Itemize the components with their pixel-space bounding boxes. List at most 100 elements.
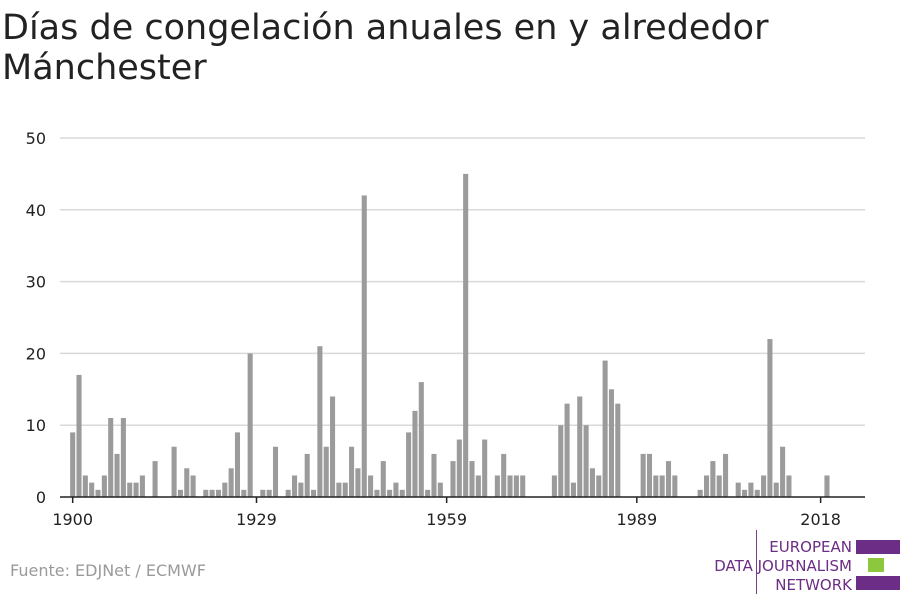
bar [247,353,253,497]
bar [330,396,336,497]
bar [260,489,266,497]
bar [482,439,488,497]
bar [570,482,576,497]
bar [108,418,114,497]
x-tick-label: 1900 [52,510,93,529]
logo-bar-bottom [856,576,900,590]
x-tick-label: 1929 [236,510,277,529]
bar [615,403,621,497]
bar [437,482,443,497]
bar [323,446,329,497]
bar [697,489,703,497]
bar [133,482,139,497]
x-tick-label: 1959 [426,510,467,529]
bar [184,468,190,497]
bar [203,489,209,497]
bar [317,346,323,497]
bar [82,475,88,497]
logo-bar-top [856,540,900,554]
bar [450,461,456,497]
bar [469,461,475,497]
bar [608,389,614,497]
bar [602,360,608,497]
gridlines [60,137,865,426]
bar [355,468,361,497]
bar [336,482,342,497]
bar [120,418,126,497]
bar [754,489,760,497]
bar [780,446,786,497]
logo-line-2: DATA JOURNALISM [714,557,852,575]
bar [368,475,374,497]
bar [659,475,665,497]
logo-divider [756,530,757,594]
bar [748,482,754,497]
bar [431,453,437,497]
bar [311,489,317,497]
bar [786,475,792,497]
bar [716,475,722,497]
bar [412,410,418,497]
bar [653,475,659,497]
logo-line-1: EUROPEAN [769,538,852,556]
bar [349,446,355,497]
bars [70,173,830,497]
bar [374,489,380,497]
bar [304,453,310,497]
bar [127,482,133,497]
y-axis-tick-labels: 0 10 20 30 40 50 [26,129,46,507]
bar [399,489,405,497]
bar [285,489,291,497]
bar [767,339,773,497]
bar [646,453,653,497]
bar [761,475,767,497]
bar [456,439,462,497]
y-tick-label: 40 [26,201,46,220]
bar [222,482,228,497]
source-note: Fuente: EDJNet / ECMWF [10,561,206,580]
bar [564,403,570,497]
bar [171,446,177,497]
bar [272,446,279,497]
y-tick-label: 0 [36,488,46,507]
bar [418,382,424,497]
bar [298,482,304,497]
edjnet-logo: EUROPEAN DATA JOURNALISM NETWORK [700,530,900,594]
x-tick-label: 1989 [616,510,657,529]
bar [342,482,348,497]
bar [558,425,564,497]
bar [672,475,678,497]
bar [215,489,221,497]
x-tick-label: 2018 [800,510,841,529]
bar [101,475,107,497]
bar [76,374,82,497]
bar [507,475,513,497]
bar [824,475,830,497]
bar [380,461,386,497]
y-tick-label: 10 [26,416,46,435]
chart-title: Días de congelación anuales en y alreded… [2,8,769,88]
bar [475,475,481,497]
bar [177,489,183,497]
bar [583,425,589,497]
bar [577,396,583,497]
bar [393,482,399,497]
bar [406,432,412,497]
bar [70,432,76,497]
bar [710,461,716,497]
bar [551,475,557,497]
bar [723,453,729,497]
bar [589,468,595,497]
bar [387,489,393,497]
bar [234,432,241,497]
x-axis-tick-labels: 1900 1929 1959 1989 2018 [52,497,841,529]
bar [361,195,367,497]
bar [209,489,215,497]
y-tick-label: 30 [26,273,46,292]
bar [773,482,779,497]
bar [190,475,196,497]
bar [704,475,710,497]
bar [228,468,234,497]
bar [735,482,741,497]
